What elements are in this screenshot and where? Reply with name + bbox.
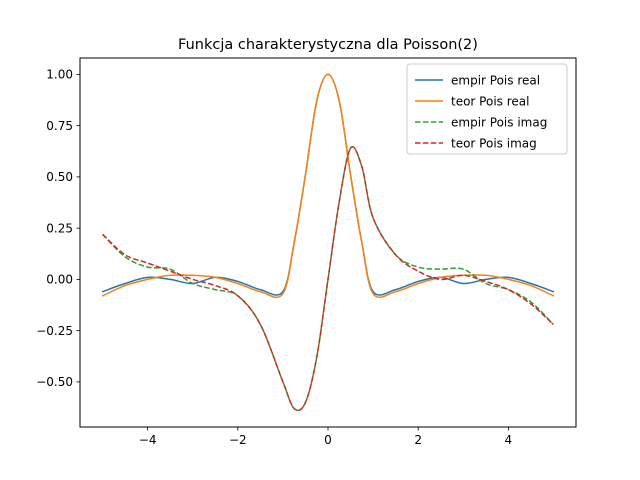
y-tick-label: −0.50 xyxy=(36,375,73,389)
y-tick-label: 0.25 xyxy=(46,221,73,235)
legend-label: teor Pois real xyxy=(451,94,529,108)
x-axis: −4 −2 0 2 4 xyxy=(139,427,512,447)
x-tick-label: −4 xyxy=(139,433,157,447)
series-line-4 xyxy=(102,146,554,412)
x-tick-label: −2 xyxy=(229,433,247,447)
plot-area: −4 −2 0 2 4 −0.50 −0.25 0.00 0.25 0.50 0.75 1.00 xyxy=(36,57,577,447)
series-layer xyxy=(101,73,555,412)
y-tick-label: 0.75 xyxy=(46,119,73,133)
x-tick-label: 0 xyxy=(324,433,332,447)
legend-label: empir Pois real xyxy=(451,73,540,87)
series-line-2 xyxy=(101,73,555,298)
y-tick-label: 0.00 xyxy=(46,273,73,287)
legend: empir Pois real teor Pois real empir Pois … xyxy=(406,63,568,155)
y-tick-label: −0.25 xyxy=(36,324,73,338)
legend-label: empir Pois imag xyxy=(451,115,547,129)
legend-box xyxy=(406,63,568,155)
x-tick-label: 4 xyxy=(505,433,513,447)
y-tick-label: 0.50 xyxy=(46,170,73,184)
y-tick-label: 1.00 xyxy=(46,68,73,82)
x-tick-label: 2 xyxy=(414,433,422,447)
legend-label: teor Pois imag xyxy=(451,136,537,150)
y-axis: −0.50 −0.25 0.00 0.25 0.50 0.75 1.00 xyxy=(36,68,80,389)
chart-title: Funkcja charakterystyczna dla Poisson(2) xyxy=(178,37,478,53)
